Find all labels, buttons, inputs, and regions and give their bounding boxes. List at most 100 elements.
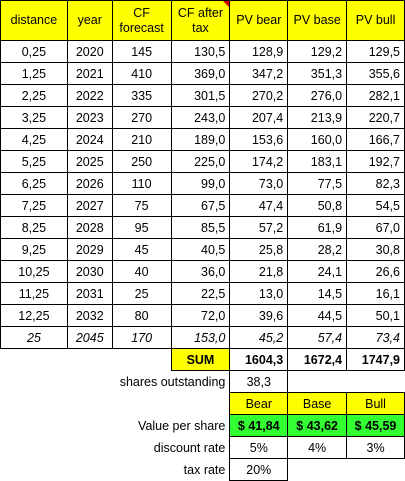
cell-distance[interactable]: 10,25 bbox=[0, 260, 68, 283]
cell-cf-forecast[interactable]: 335 bbox=[111, 84, 172, 107]
terminal-pv-base[interactable]: 57,4 bbox=[287, 326, 348, 349]
cell-cf-forecast[interactable]: 40 bbox=[111, 260, 172, 283]
cell-year[interactable]: 2021 bbox=[66, 62, 113, 85]
cell-distance[interactable]: 8,25 bbox=[0, 216, 68, 239]
cell-cf-forecast[interactable]: 210 bbox=[111, 128, 172, 151]
terminal-cf-after-tax[interactable]: 153,0 bbox=[170, 326, 231, 349]
terminal-cf-forecast[interactable]: 170 bbox=[111, 326, 172, 349]
cell-year[interactable]: 2027 bbox=[66, 194, 113, 217]
cell-year[interactable]: 2029 bbox=[66, 238, 113, 261]
cell-pv-bear[interactable]: 73,0 bbox=[229, 172, 289, 195]
cell-pv-bull[interactable]: 282,1 bbox=[346, 84, 405, 107]
cell-pv-bear[interactable]: 270,2 bbox=[229, 84, 289, 107]
cell-pv-bull[interactable]: 192,7 bbox=[346, 150, 405, 173]
cell-cf-after-tax[interactable]: 40,5 bbox=[170, 238, 231, 261]
cell-year[interactable]: 2026 bbox=[66, 172, 113, 195]
cell-pv-base[interactable]: 213,9 bbox=[287, 106, 348, 129]
header-cf-forecast[interactable]: CF forecast bbox=[111, 0, 172, 41]
cell-pv-base[interactable]: 61,9 bbox=[287, 216, 348, 239]
cell-pv-bear[interactable]: 153,6 bbox=[229, 128, 289, 151]
cell-pv-bear[interactable]: 347,2 bbox=[229, 62, 289, 85]
cell-distance[interactable]: 12,25 bbox=[0, 304, 68, 327]
scenario-bear[interactable]: Bear bbox=[229, 392, 289, 415]
cell-cf-forecast[interactable]: 250 bbox=[111, 150, 172, 173]
cell-pv-base[interactable]: 44,5 bbox=[287, 304, 348, 327]
cell-cf-after-tax[interactable]: 36,0 bbox=[170, 260, 231, 283]
sum-bull[interactable]: 1747,9 bbox=[346, 348, 405, 371]
cell-pv-bull[interactable]: 26,6 bbox=[346, 260, 405, 283]
cell-distance[interactable]: 4,25 bbox=[0, 128, 68, 151]
sum-base[interactable]: 1672,4 bbox=[287, 348, 348, 371]
cell-pv-bear[interactable]: 47,4 bbox=[229, 194, 289, 217]
tax-rate-value[interactable]: 20% bbox=[229, 458, 289, 481]
cell-pv-bull[interactable]: 50,1 bbox=[346, 304, 405, 327]
cell-year[interactable]: 2030 bbox=[66, 260, 113, 283]
cell-distance[interactable]: 1,25 bbox=[0, 62, 68, 85]
cell-pv-base[interactable]: 77,5 bbox=[287, 172, 348, 195]
cell-pv-bull[interactable]: 220,7 bbox=[346, 106, 405, 129]
header-pv-bull[interactable]: PV bull bbox=[346, 0, 405, 41]
cell-pv-base[interactable]: 28,2 bbox=[287, 238, 348, 261]
cell-pv-base[interactable]: 129,2 bbox=[287, 40, 348, 63]
cell-year[interactable]: 2032 bbox=[66, 304, 113, 327]
discount-rate-base[interactable]: 4% bbox=[287, 436, 348, 459]
cell-pv-base[interactable]: 50,8 bbox=[287, 194, 348, 217]
cell-distance[interactable]: 7,25 bbox=[0, 194, 68, 217]
cell-cf-forecast[interactable]: 75 bbox=[111, 194, 172, 217]
cell-year[interactable]: 2022 bbox=[66, 84, 113, 107]
cell-pv-bear[interactable]: 174,2 bbox=[229, 150, 289, 173]
cell-cf-forecast[interactable]: 410 bbox=[111, 62, 172, 85]
cell-distance[interactable]: 2,25 bbox=[0, 84, 68, 107]
cell-year[interactable]: 2031 bbox=[66, 282, 113, 305]
cell-pv-bull[interactable]: 166,7 bbox=[346, 128, 405, 151]
cell-pv-base[interactable]: 183,1 bbox=[287, 150, 348, 173]
discount-rate-bear[interactable]: 5% bbox=[229, 436, 289, 459]
cell-pv-bear[interactable]: 21,8 bbox=[229, 260, 289, 283]
header-cf-after-tax[interactable]: CF after tax bbox=[170, 0, 231, 41]
cell-pv-bull[interactable]: 30,8 bbox=[346, 238, 405, 261]
scenario-bull[interactable]: Bull bbox=[346, 392, 405, 415]
shares-value[interactable]: 38,3 bbox=[229, 370, 289, 393]
discount-rate-bull[interactable]: 3% bbox=[346, 436, 405, 459]
cell-cf-after-tax[interactable]: 22,5 bbox=[170, 282, 231, 305]
terminal-pv-bear[interactable]: 45,2 bbox=[229, 326, 289, 349]
cell-year[interactable]: 2020 bbox=[66, 40, 113, 63]
header-pv-base[interactable]: PV base bbox=[287, 0, 348, 41]
cell-pv-base[interactable]: 14,5 bbox=[287, 282, 348, 305]
cell-year[interactable]: 2023 bbox=[66, 106, 113, 129]
terminal-distance[interactable]: 25 bbox=[0, 326, 68, 349]
cell-year[interactable]: 2025 bbox=[66, 150, 113, 173]
cell-pv-base[interactable]: 160,0 bbox=[287, 128, 348, 151]
cell-cf-forecast[interactable]: 25 bbox=[111, 282, 172, 305]
cell-cf-forecast[interactable]: 270 bbox=[111, 106, 172, 129]
cell-distance[interactable]: 11,25 bbox=[0, 282, 68, 305]
value-per-share-bear[interactable]: $ 41,84 bbox=[229, 414, 289, 437]
cell-cf-forecast[interactable]: 45 bbox=[111, 238, 172, 261]
cell-distance[interactable]: 6,25 bbox=[0, 172, 68, 195]
header-year[interactable]: year bbox=[66, 0, 113, 41]
cell-pv-bear[interactable]: 128,9 bbox=[229, 40, 289, 63]
sum-label[interactable]: SUM bbox=[170, 348, 231, 371]
cell-cf-after-tax[interactable]: 85,5 bbox=[170, 216, 231, 239]
value-per-share-base[interactable]: $ 43,62 bbox=[287, 414, 348, 437]
cell-pv-bull[interactable]: 16,1 bbox=[346, 282, 405, 305]
cell-distance[interactable]: 9,25 bbox=[0, 238, 68, 261]
cell-cf-after-tax[interactable]: 369,0 bbox=[170, 62, 231, 85]
cell-cf-forecast[interactable]: 145 bbox=[111, 40, 172, 63]
cell-cf-after-tax[interactable]: 225,0 bbox=[170, 150, 231, 173]
sum-bear[interactable]: 1604,3 bbox=[229, 348, 289, 371]
cell-cf-after-tax[interactable]: 99,0 bbox=[170, 172, 231, 195]
cell-pv-base[interactable]: 276,0 bbox=[287, 84, 348, 107]
cell-cf-after-tax[interactable]: 243,0 bbox=[170, 106, 231, 129]
cell-pv-bull[interactable]: 67,0 bbox=[346, 216, 405, 239]
header-pv-bear[interactable]: PV bear bbox=[229, 0, 289, 41]
cell-cf-after-tax[interactable]: 189,0 bbox=[170, 128, 231, 151]
cell-cf-after-tax[interactable]: 301,5 bbox=[170, 84, 231, 107]
cell-distance[interactable]: 0,25 bbox=[0, 40, 68, 63]
cell-cf-forecast[interactable]: 80 bbox=[111, 304, 172, 327]
cell-pv-bear[interactable]: 207,4 bbox=[229, 106, 289, 129]
cell-cf-forecast[interactable]: 110 bbox=[111, 172, 172, 195]
cell-year[interactable]: 2028 bbox=[66, 216, 113, 239]
cell-cf-after-tax[interactable]: 72,0 bbox=[170, 304, 231, 327]
cell-cf-after-tax[interactable]: 67,5 bbox=[170, 194, 231, 217]
